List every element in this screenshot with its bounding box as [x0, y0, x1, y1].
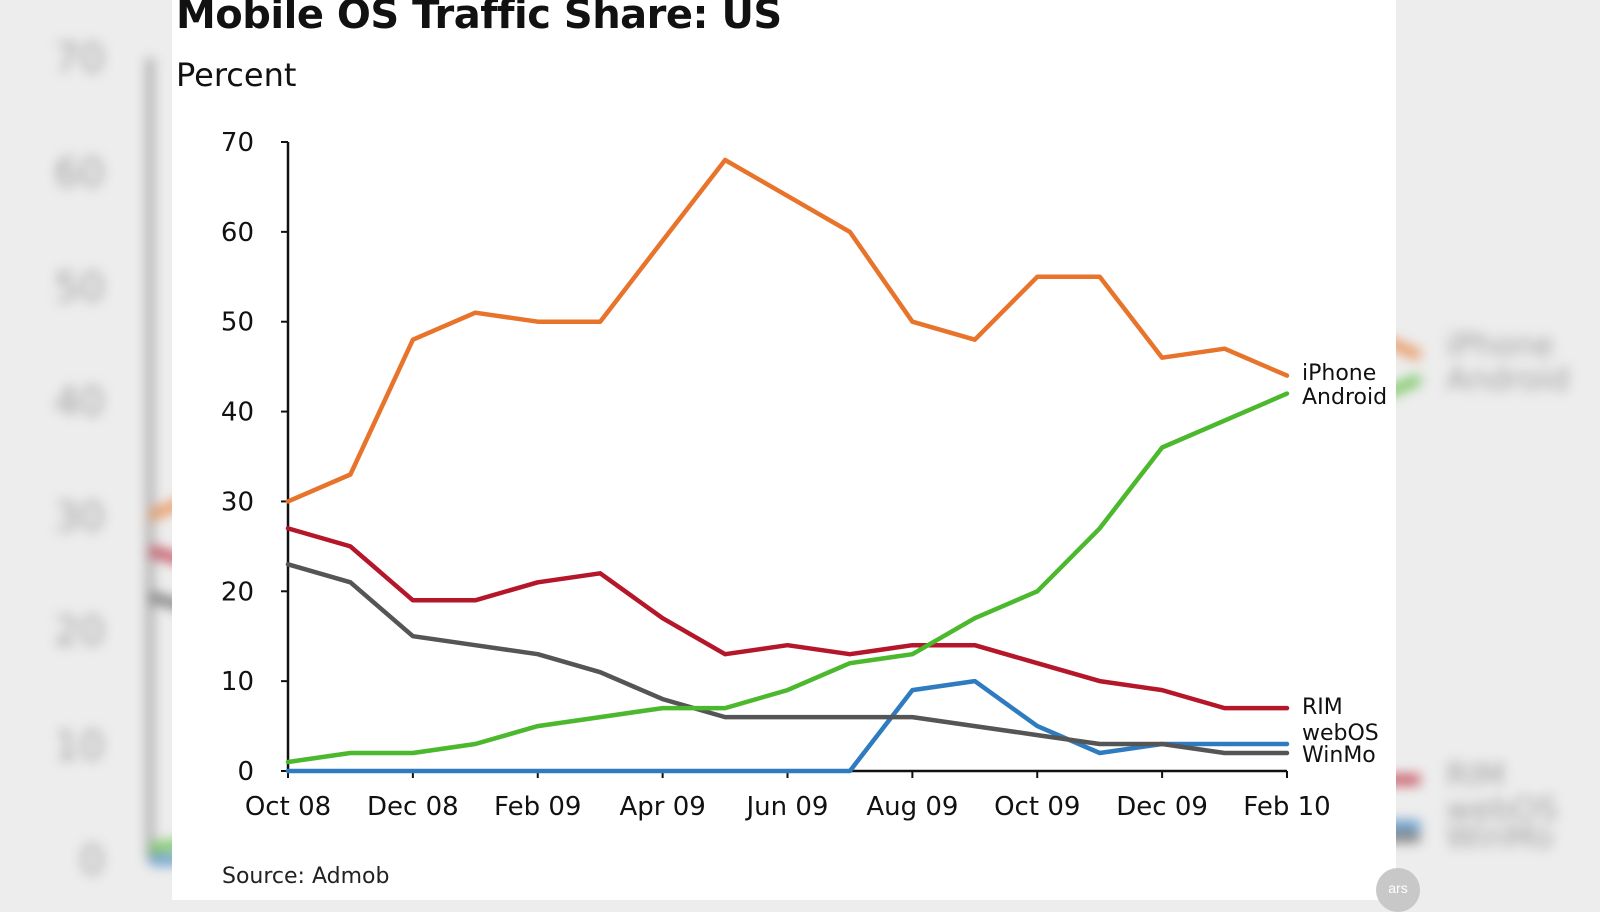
series-line-android: [285, 391, 1290, 765]
svg-text:30: 30: [54, 494, 105, 540]
y-tick-label: 0: [237, 757, 254, 787]
y-tick-label: 20: [221, 577, 254, 607]
svg-text:Android: Android: [1446, 360, 1570, 398]
x-tick-label: Dec 08: [367, 792, 459, 822]
svg-text:0: 0: [80, 838, 105, 884]
series-line-webos: [285, 678, 1290, 774]
series-label-webos: webOS: [1302, 721, 1379, 746]
ars-logo: ars: [1376, 868, 1420, 912]
y-tick-label: 10: [221, 667, 254, 697]
y-tick-label: 70: [221, 128, 254, 158]
x-tick-label: Feb 09: [494, 792, 581, 822]
series-label-rim: RIM: [1302, 695, 1343, 720]
source-note: Source: Admob: [222, 864, 390, 889]
x-tick-label: Oct 09: [994, 792, 1080, 822]
svg-text:20: 20: [54, 609, 105, 655]
series-label-winmo: WinMo: [1302, 743, 1376, 768]
svg-text:50: 50: [54, 265, 105, 311]
series-line-iphone: [285, 157, 1290, 504]
svg-text:WinMo: WinMo: [1446, 818, 1553, 856]
y-tick-label: 60: [221, 218, 254, 248]
x-tick-label: Oct 08: [245, 792, 331, 822]
svg-text:70: 70: [54, 36, 105, 82]
series-line-rim: [285, 526, 1290, 711]
series-line-winmo: [285, 562, 1290, 756]
x-tick-label: Feb 10: [1243, 792, 1330, 822]
x-tick-label: Jun 09: [745, 792, 829, 822]
chart-title: Mobile OS Traffic Share: US: [176, 0, 782, 38]
y-tick-label: 40: [221, 398, 254, 428]
x-tick-label: Aug 09: [866, 792, 958, 822]
x-tick-label: Dec 09: [1116, 792, 1208, 822]
chart-subtitle: Percent: [176, 56, 297, 94]
svg-text:10: 10: [54, 723, 105, 769]
svg-text:RIM: RIM: [1446, 756, 1505, 794]
svg-text:iPhone: iPhone: [1446, 326, 1554, 364]
series-label-iphone: iPhone: [1302, 361, 1376, 386]
series-label-android: Android: [1302, 385, 1387, 410]
svg-text:60: 60: [54, 151, 105, 197]
y-tick-label: 50: [221, 308, 254, 338]
svg-text:40: 40: [54, 380, 105, 426]
x-tick-label: Apr 09: [619, 792, 705, 822]
svg-text:webOS: webOS: [1446, 790, 1558, 828]
y-tick-label: 30: [221, 487, 254, 517]
